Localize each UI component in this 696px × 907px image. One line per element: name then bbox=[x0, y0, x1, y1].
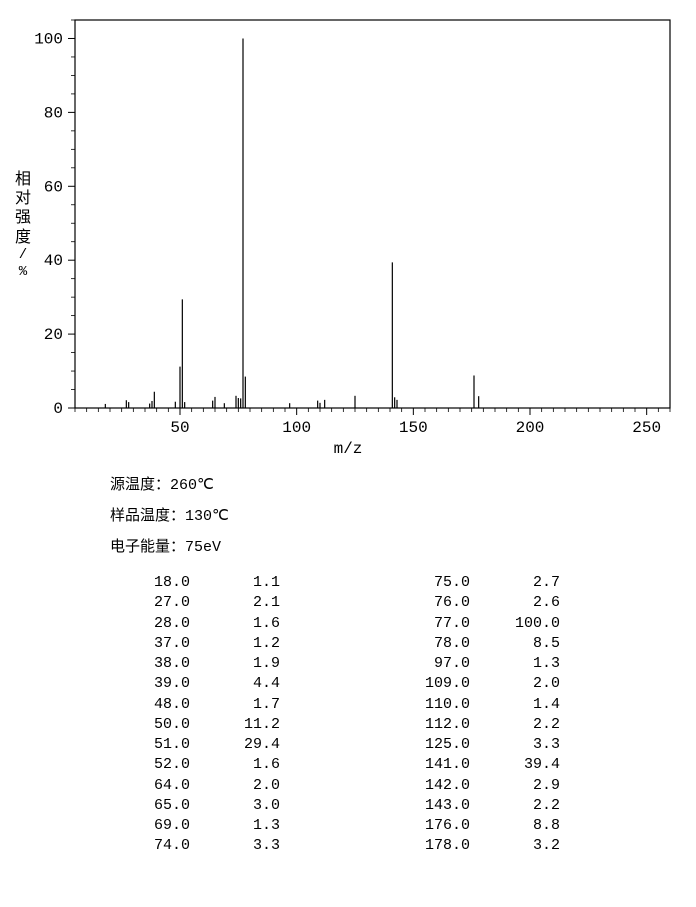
svg-text:60: 60 bbox=[44, 178, 63, 196]
table-col-left-mz: 18.0 27.0 28.0 37.0 38.0 39.0 48.0 50.0 … bbox=[0, 573, 190, 857]
x-axis-label: m/z bbox=[0, 440, 696, 458]
svg-text:20: 20 bbox=[44, 326, 63, 344]
svg-text:0: 0 bbox=[53, 400, 63, 418]
svg-text:100: 100 bbox=[282, 419, 311, 437]
meta-row: 源温度：260℃ bbox=[110, 470, 696, 501]
chart-svg: 50 100 150 200 250 0 20 40 60 80 100 bbox=[0, 0, 696, 460]
meta-info: 源温度：260℃样品温度：130℃电子能量：75eV bbox=[110, 470, 696, 563]
meta-row: 电子能量：75eV bbox=[110, 532, 696, 563]
y-axis-label: 相对强度/% bbox=[6, 170, 40, 280]
svg-text:150: 150 bbox=[399, 419, 428, 437]
svg-text:80: 80 bbox=[44, 104, 63, 122]
svg-text:250: 250 bbox=[632, 419, 661, 437]
svg-text:200: 200 bbox=[516, 419, 545, 437]
svg-text:50: 50 bbox=[170, 419, 189, 437]
table-col-right-intensity: 2.7 2.6 100.0 8.5 1.3 2.0 1.4 2.2 3.3 39… bbox=[470, 573, 560, 857]
table-col-right-mz: 75.0 76.0 77.0 78.0 97.0 109.0 110.0 112… bbox=[350, 573, 470, 857]
peak-table: 18.0 27.0 28.0 37.0 38.0 39.0 48.0 50.0 … bbox=[0, 573, 696, 857]
spectrum-chart: 50 100 150 200 250 0 20 40 60 80 100 相对强度/% m/z bbox=[0, 0, 696, 460]
meta-row: 样品温度：130℃ bbox=[110, 501, 696, 532]
svg-text:100: 100 bbox=[34, 30, 63, 48]
svg-text:40: 40 bbox=[44, 252, 63, 270]
table-col-left-intensity: 1.1 2.1 1.6 1.2 1.9 4.4 1.7 11.2 29.4 1.… bbox=[190, 573, 280, 857]
